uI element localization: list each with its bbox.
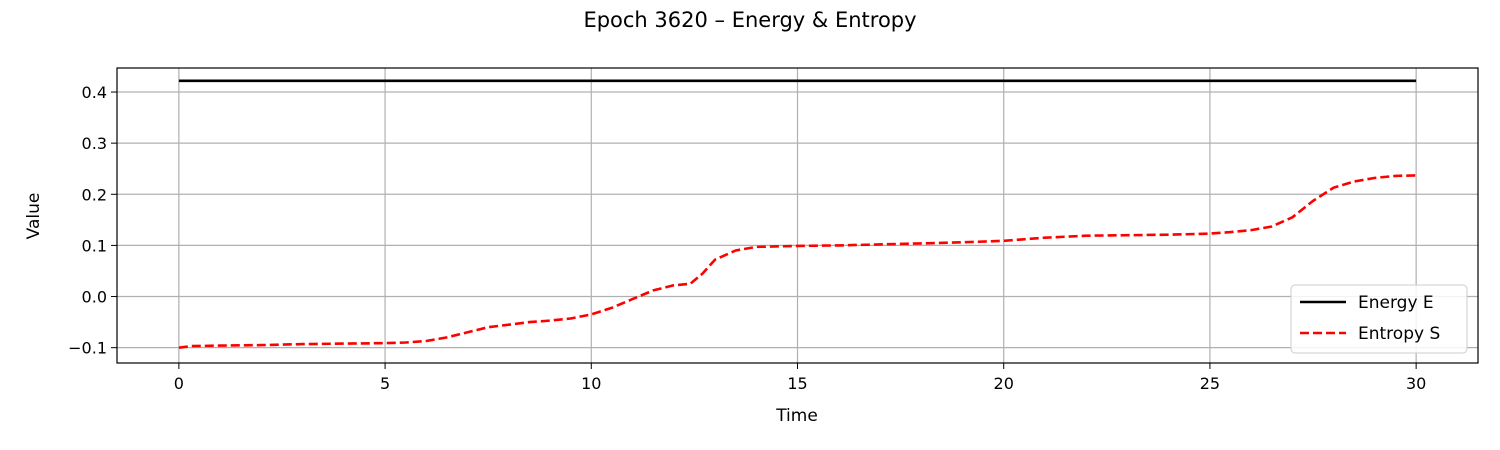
y-tick-label: 0.1: [82, 236, 107, 255]
x-tick-label: 25: [1200, 374, 1220, 393]
legend: Energy E Entropy S: [1290, 284, 1468, 354]
legend-label-entropy-s: Entropy S: [1358, 324, 1440, 344]
chart-title: Epoch 3620 – Energy & Entropy: [583, 8, 916, 32]
y-tick-label: 0.0: [82, 288, 107, 307]
legend-label-energy-e: Energy E: [1358, 293, 1434, 313]
x-tick-label: 10: [581, 374, 601, 393]
y-tick-label: 0.4: [82, 83, 107, 102]
series-layer: [178, 79, 1417, 349]
y-tick-label: 0.2: [82, 185, 107, 204]
ticks: 0 5 10 15 20 25 30 −0.1 0.0 0.1 0.2 0.3 0.4: [68, 83, 1426, 393]
grid: [117, 68, 1478, 363]
x-axis-label: Time: [775, 406, 818, 426]
series-line-entropy-s: [178, 174, 1417, 349]
y-tick-label: −0.1: [68, 339, 107, 358]
y-axis-label: Value: [24, 193, 44, 240]
x-tick-label: 0: [174, 374, 184, 393]
y-tick-label: 0.3: [82, 134, 107, 153]
x-tick-label: 5: [380, 374, 390, 393]
x-tick-label: 20: [994, 374, 1014, 393]
x-tick-label: 15: [787, 374, 807, 393]
x-tick-label: 30: [1406, 374, 1426, 393]
